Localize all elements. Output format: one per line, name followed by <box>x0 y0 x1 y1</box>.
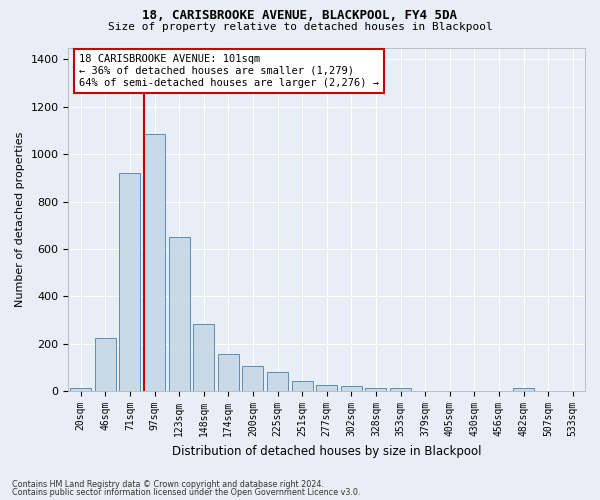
Bar <box>169 237 190 391</box>
Bar <box>95 338 116 391</box>
Text: Contains public sector information licensed under the Open Government Licence v3: Contains public sector information licen… <box>12 488 361 497</box>
Bar <box>144 134 165 391</box>
Text: Size of property relative to detached houses in Blackpool: Size of property relative to detached ho… <box>107 22 493 32</box>
Text: 18, CARISBROOKE AVENUE, BLACKPOOL, FY4 5DA: 18, CARISBROOKE AVENUE, BLACKPOOL, FY4 5… <box>143 9 458 22</box>
Bar <box>267 372 288 391</box>
Bar <box>316 386 337 391</box>
Bar <box>341 386 362 391</box>
Bar <box>193 324 214 391</box>
Y-axis label: Number of detached properties: Number of detached properties <box>15 132 25 307</box>
Text: Contains HM Land Registry data © Crown copyright and database right 2024.: Contains HM Land Registry data © Crown c… <box>12 480 324 489</box>
Text: 18 CARISBROOKE AVENUE: 101sqm
← 36% of detached houses are smaller (1,279)
64% o: 18 CARISBROOKE AVENUE: 101sqm ← 36% of d… <box>79 54 379 88</box>
Bar <box>119 173 140 391</box>
Bar <box>70 388 91 391</box>
Bar <box>365 388 386 391</box>
Bar <box>390 388 411 391</box>
X-axis label: Distribution of detached houses by size in Blackpool: Distribution of detached houses by size … <box>172 444 481 458</box>
Bar <box>513 388 534 391</box>
Bar <box>292 380 313 391</box>
Bar <box>242 366 263 391</box>
Bar <box>218 354 239 391</box>
